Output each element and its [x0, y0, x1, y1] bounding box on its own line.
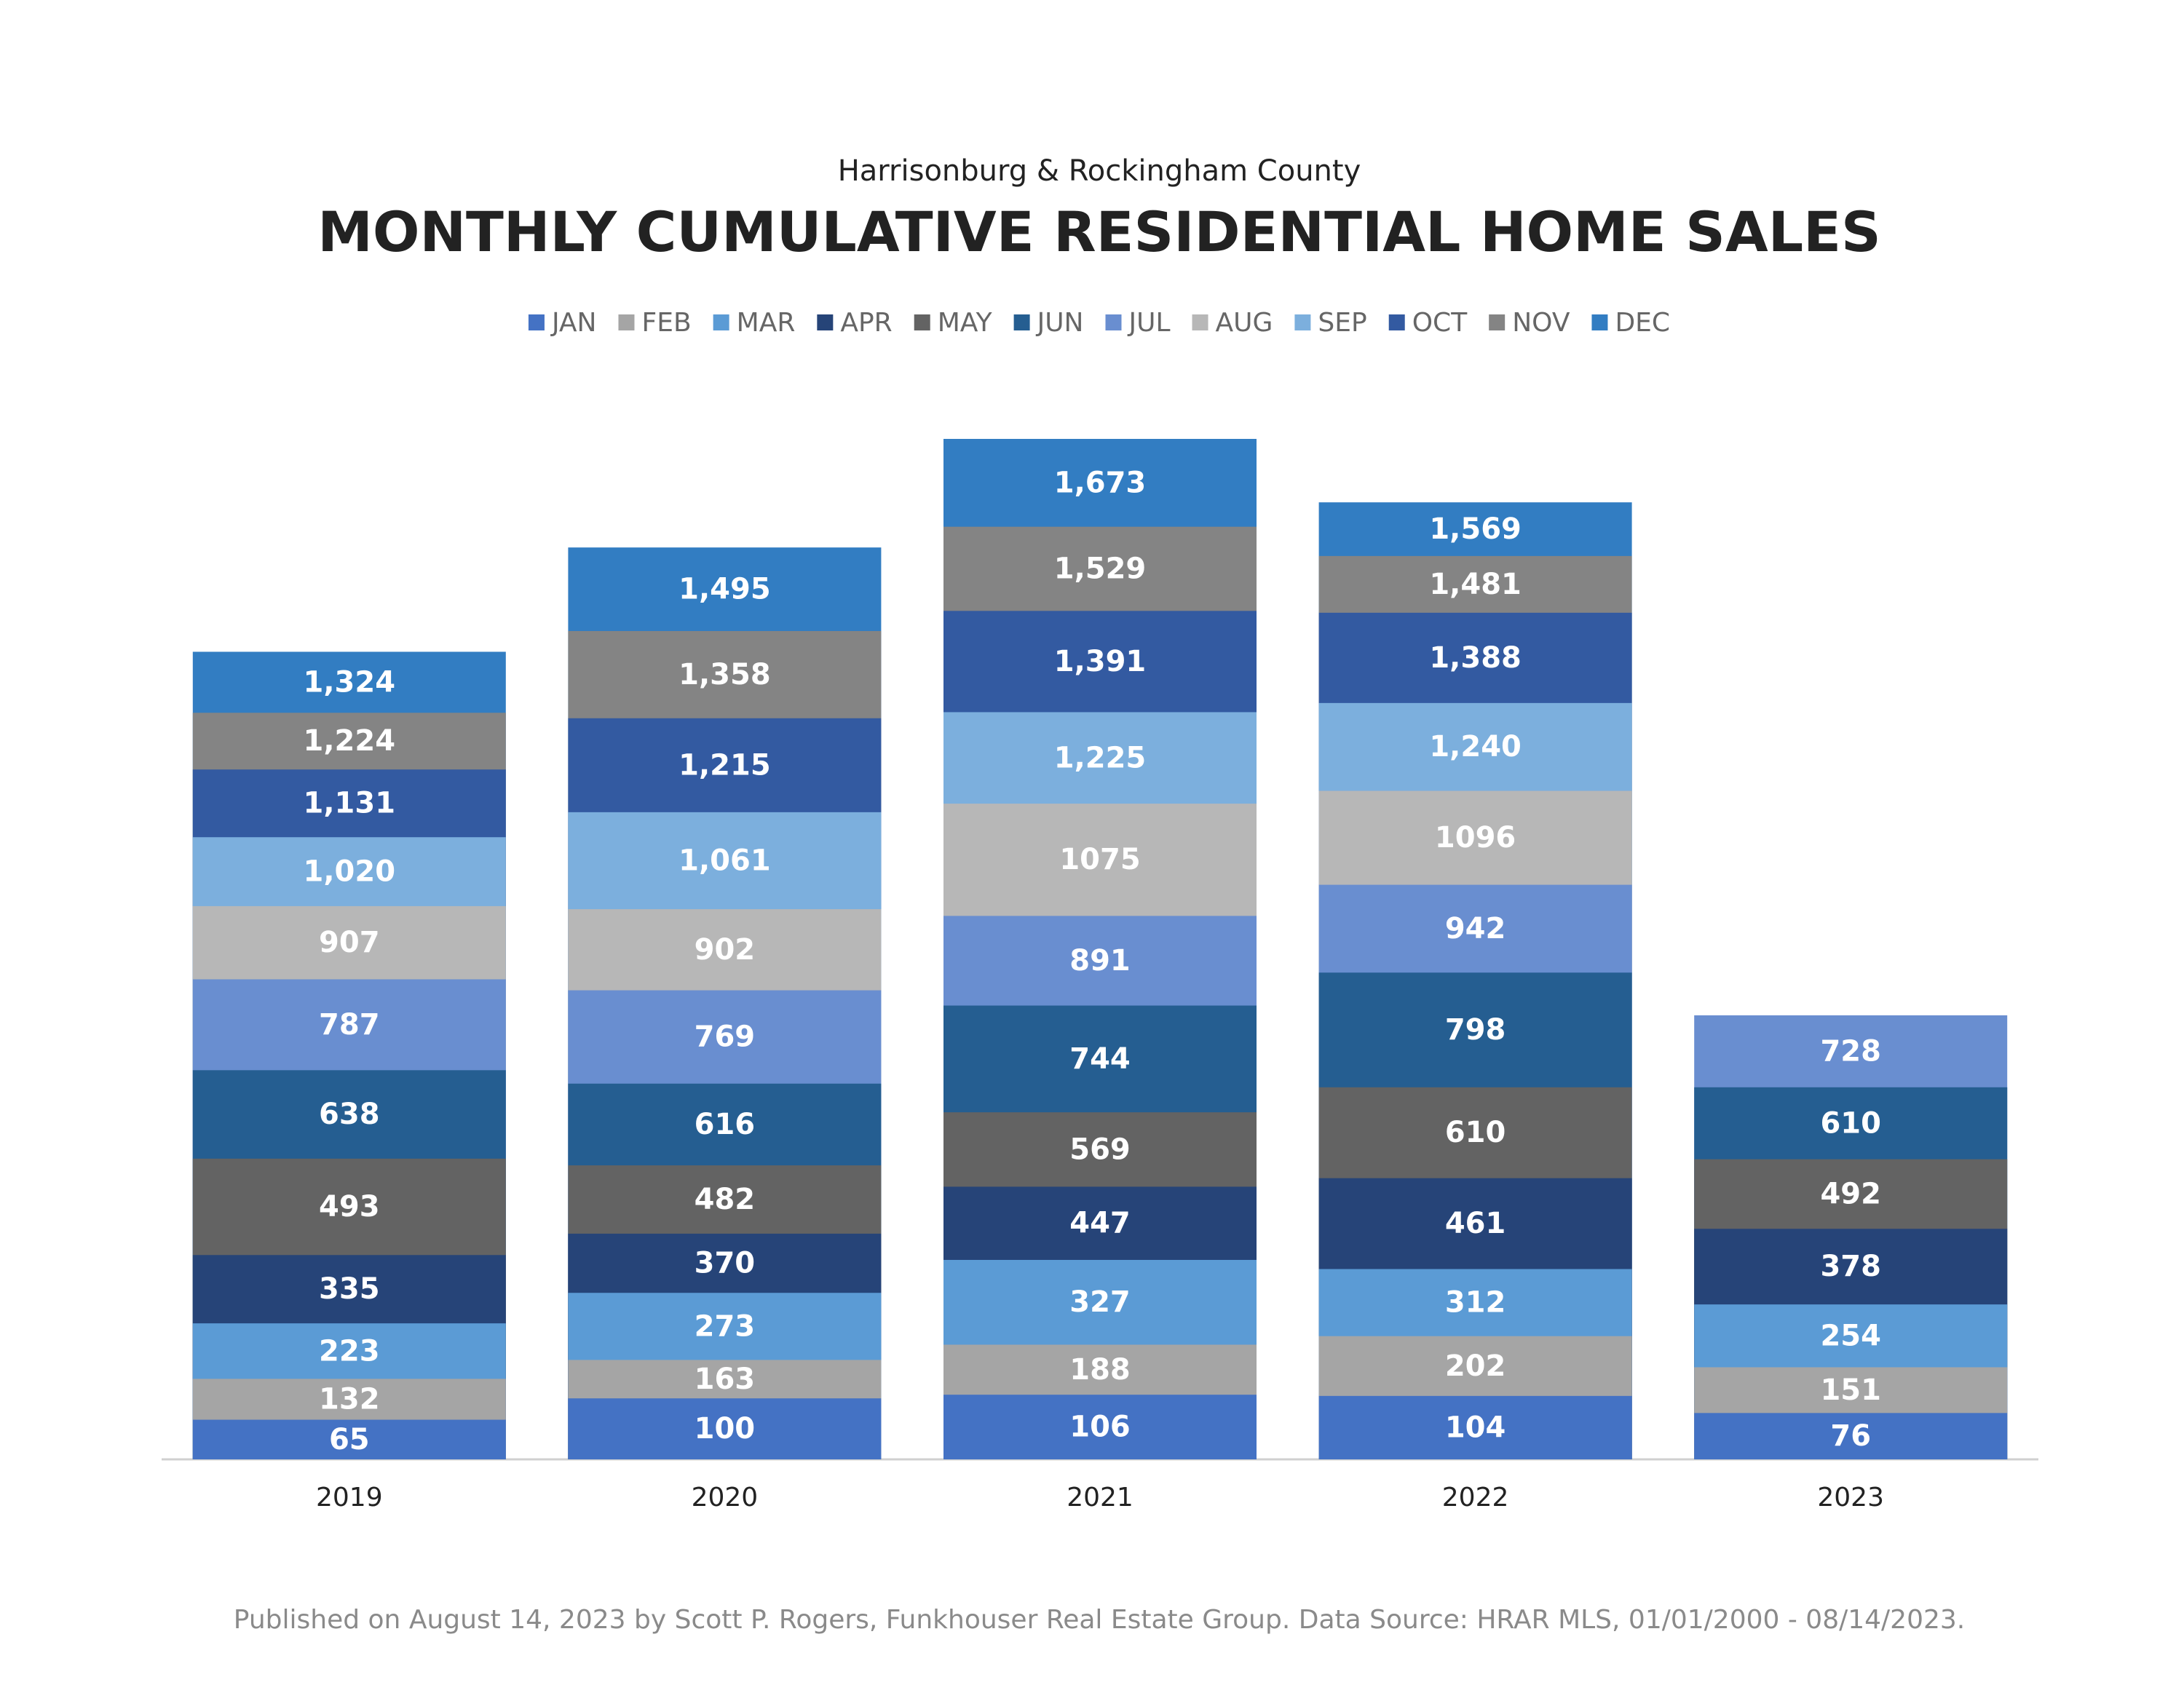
bar [943, 1395, 1257, 1459]
data-label: 273 [695, 1309, 756, 1343]
legend: JAN FEB MAR APR MAY JUN JUL AUG SEP OCT NOV DEC [528, 308, 1670, 338]
legend-swatch [1294, 314, 1311, 330]
data-label: 312 [1445, 1286, 1506, 1320]
legend-label: MAR [737, 308, 796, 338]
legend-label: JAN [550, 308, 597, 338]
data-label: 1,529 [1054, 552, 1147, 585]
legend-swatch [713, 314, 729, 330]
data-label: 1075 [1059, 843, 1140, 876]
data-label: 902 [695, 933, 756, 967]
footnote: Published on August 14, 2023 by Scott P.… [234, 1605, 1965, 1635]
data-label: 76 [1830, 1419, 1871, 1453]
data-label: 728 [1820, 1034, 1881, 1068]
data-label: 1,324 [304, 665, 396, 699]
legend-swatch [1489, 314, 1506, 330]
data-label: 1,358 [678, 658, 771, 691]
data-label: 163 [695, 1363, 756, 1396]
data-label: 1,673 [1054, 466, 1147, 499]
data-label: 638 [319, 1098, 380, 1131]
chart-title: MONTHLY CUMULATIVE RESIDENTIAL HOME SALE… [317, 199, 1881, 264]
legend-label: MAY [938, 308, 993, 338]
data-label: 1,020 [304, 855, 396, 889]
data-label: 610 [1820, 1106, 1881, 1140]
data-label: 151 [1820, 1373, 1881, 1407]
data-label: 447 [1069, 1207, 1131, 1240]
data-label: 65 [329, 1423, 370, 1456]
legend-swatch [528, 314, 545, 330]
data-label: 461 [1445, 1207, 1506, 1240]
legend-label: APR [840, 308, 892, 338]
chart-subtitle: Harrisonburg & Rockingham County [838, 154, 1361, 188]
x-tick-label: 2020 [692, 1483, 759, 1512]
data-label: 202 [1445, 1349, 1506, 1383]
data-label: 482 [695, 1183, 756, 1216]
data-label: 610 [1445, 1116, 1506, 1149]
data-label: 493 [319, 1190, 380, 1224]
data-label: 327 [1069, 1285, 1131, 1319]
bar [1318, 1395, 1632, 1459]
data-label: 104 [1445, 1411, 1506, 1444]
data-label: 188 [1069, 1353, 1131, 1387]
x-tick-label: 2023 [1817, 1483, 1884, 1512]
legend-swatch [1105, 314, 1122, 330]
data-label: 769 [695, 1020, 756, 1054]
legend-swatch [817, 314, 834, 330]
legend-swatch [1192, 314, 1208, 330]
legend-label: SEP [1318, 308, 1366, 338]
data-label: 1,569 [1429, 512, 1522, 546]
legend-label: AUG [1216, 308, 1273, 338]
legend-label: NOV [1512, 308, 1570, 338]
data-label: 106 [1069, 1411, 1131, 1444]
data-label: 223 [319, 1334, 380, 1368]
legend-label: JUL [1128, 308, 1171, 338]
data-label: 891 [1069, 944, 1131, 978]
legend-label: OCT [1412, 308, 1468, 338]
data-label: 798 [1445, 1013, 1506, 1047]
data-label: 378 [1820, 1250, 1881, 1283]
data-label: 370 [695, 1247, 756, 1280]
data-label: 787 [319, 1008, 380, 1042]
data-label: 1,495 [678, 573, 771, 606]
data-label: 616 [695, 1108, 756, 1141]
data-label: 100 [695, 1412, 756, 1446]
data-label: 1096 [1435, 821, 1516, 855]
legend-swatch [1388, 314, 1405, 330]
data-label: 942 [1445, 912, 1506, 945]
legend-label: JUN [1036, 308, 1084, 338]
data-label: 254 [1820, 1319, 1881, 1352]
data-label: 492 [1820, 1177, 1881, 1210]
data-label: 1,481 [1429, 568, 1522, 601]
legend-swatch [914, 314, 930, 330]
bar [1694, 1413, 2008, 1459]
data-label: 907 [319, 926, 380, 959]
x-tick-label: 2019 [316, 1483, 383, 1512]
legend-swatch [618, 314, 635, 330]
legend-swatch [1591, 314, 1608, 330]
data-label: 1,131 [304, 787, 396, 820]
data-label: 1,388 [1429, 641, 1522, 675]
data-label: 1,061 [678, 844, 771, 877]
x-tick-label: 2022 [1442, 1483, 1509, 1512]
legend-label: FEB [641, 308, 691, 338]
data-label: 1,215 [678, 748, 771, 782]
data-label: 132 [319, 1382, 380, 1416]
bar [192, 1419, 506, 1459]
data-label: 1,224 [304, 724, 396, 758]
x-tick-label: 2021 [1067, 1483, 1133, 1512]
data-label: 1,225 [1054, 741, 1147, 774]
data-label: 1,391 [1054, 645, 1147, 678]
data-label: 335 [319, 1272, 380, 1306]
data-label: 744 [1069, 1042, 1131, 1076]
legend-swatch [1013, 314, 1030, 330]
data-label: 1,240 [1429, 730, 1522, 764]
data-label: 569 [1069, 1133, 1131, 1166]
bar [568, 1398, 882, 1459]
legend-label: DEC [1615, 308, 1670, 338]
